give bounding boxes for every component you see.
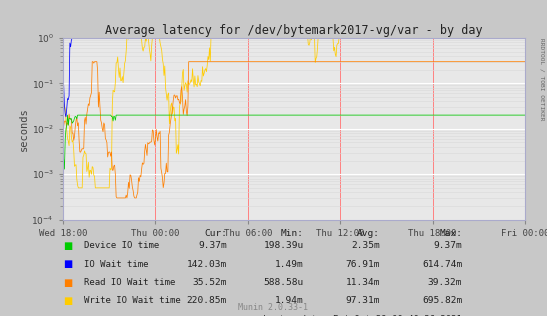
Text: Avg:: Avg:	[357, 229, 380, 238]
Text: ■: ■	[63, 259, 72, 269]
Text: 1.49m: 1.49m	[275, 260, 304, 269]
Text: ■: ■	[63, 241, 72, 251]
Text: IO Wait time: IO Wait time	[84, 260, 148, 269]
Text: Device IO time: Device IO time	[84, 241, 159, 250]
Text: 198.39u: 198.39u	[263, 241, 304, 250]
Text: 76.91m: 76.91m	[346, 260, 380, 269]
Text: 142.03m: 142.03m	[187, 260, 227, 269]
Text: 9.37m: 9.37m	[433, 241, 462, 250]
Text: 614.74m: 614.74m	[422, 260, 462, 269]
Title: Average latency for /dev/bytemark2017-vg/var - by day: Average latency for /dev/bytemark2017-vg…	[105, 24, 483, 37]
Text: Cur:: Cur:	[204, 229, 227, 238]
Text: 35.52m: 35.52m	[193, 278, 227, 287]
Text: 39.32m: 39.32m	[428, 278, 462, 287]
Text: 97.31m: 97.31m	[346, 296, 380, 305]
Text: RRDTOOL / TOBI OETIKER: RRDTOOL / TOBI OETIKER	[539, 38, 544, 120]
Text: 2.35m: 2.35m	[351, 241, 380, 250]
Text: Read IO Wait time: Read IO Wait time	[84, 278, 175, 287]
Text: Write IO Wait time: Write IO Wait time	[84, 296, 181, 305]
Text: ■: ■	[63, 277, 72, 288]
Text: Last update: Fri Oct 29 00:40:36 2021: Last update: Fri Oct 29 00:40:36 2021	[263, 315, 462, 316]
Text: 1.94m: 1.94m	[275, 296, 304, 305]
Text: Max:: Max:	[439, 229, 462, 238]
Text: 9.37m: 9.37m	[198, 241, 227, 250]
Text: 695.82m: 695.82m	[422, 296, 462, 305]
Text: 220.85m: 220.85m	[187, 296, 227, 305]
Text: Munin 2.0.33-1: Munin 2.0.33-1	[238, 303, 309, 312]
Text: 11.34m: 11.34m	[346, 278, 380, 287]
Text: 588.58u: 588.58u	[263, 278, 304, 287]
Y-axis label: seconds: seconds	[19, 107, 28, 151]
Text: ■: ■	[63, 296, 72, 306]
Text: Min:: Min:	[281, 229, 304, 238]
